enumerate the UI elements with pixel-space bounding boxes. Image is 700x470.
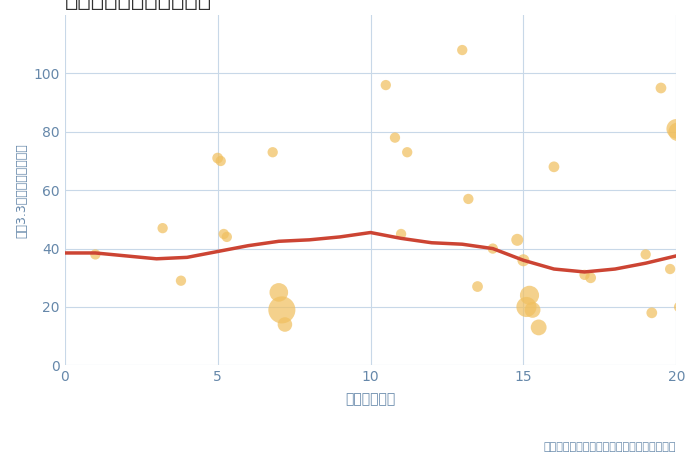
Point <box>527 306 538 313</box>
Point <box>524 291 535 299</box>
Point <box>389 134 400 141</box>
Point <box>90 251 101 258</box>
Point <box>395 230 407 238</box>
Point <box>221 233 232 241</box>
Text: 岐阜県岐阜市二番町の
駅距離別中古戸建て価格: 岐阜県岐阜市二番町の 駅距離別中古戸建て価格 <box>65 0 212 10</box>
Point <box>273 289 284 296</box>
Point <box>672 128 683 135</box>
Point <box>646 309 657 317</box>
Point <box>664 265 676 273</box>
Point <box>671 125 682 133</box>
Point <box>640 251 651 258</box>
Point <box>487 245 498 252</box>
Point <box>472 283 483 290</box>
Point <box>533 324 545 331</box>
Point <box>215 157 226 165</box>
Point <box>673 303 685 311</box>
Point <box>212 154 223 162</box>
Point <box>512 236 523 243</box>
Point <box>218 230 230 238</box>
Y-axis label: 坪（3.3㎡）単価（万円）: 坪（3.3㎡）単価（万円） <box>15 143 28 237</box>
Point <box>402 149 413 156</box>
Point <box>276 306 288 313</box>
Point <box>463 195 474 203</box>
Point <box>521 303 532 311</box>
Text: 円の大きさは、取引のあった物件面積を示す: 円の大きさは、取引のあった物件面積を示す <box>544 442 676 453</box>
Point <box>267 149 279 156</box>
Point <box>279 321 290 328</box>
Point <box>176 277 187 284</box>
Point <box>655 84 666 92</box>
Point <box>585 274 596 282</box>
Point <box>380 81 391 89</box>
Point <box>157 224 168 232</box>
Point <box>548 163 559 171</box>
X-axis label: 駅距離（分）: 駅距離（分） <box>345 392 396 407</box>
Point <box>579 271 590 279</box>
Point <box>456 46 468 54</box>
Point <box>518 257 529 264</box>
